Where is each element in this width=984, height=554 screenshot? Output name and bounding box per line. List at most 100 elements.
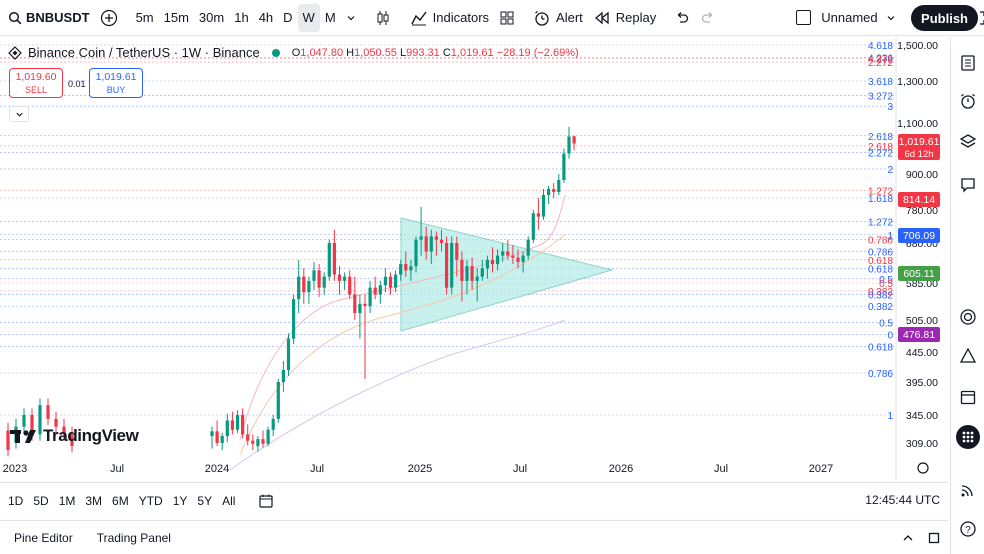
compare-button[interactable] bbox=[95, 4, 123, 32]
price-tag bbox=[898, 327, 940, 342]
buy-label: BUY bbox=[106, 85, 126, 95]
layout-selector[interactable]: Unnamed bbox=[791, 4, 900, 32]
legend-title[interactable]: Binance Coin / TetherUS · 1W · Binance bbox=[28, 45, 260, 60]
candle-body bbox=[332, 243, 336, 275]
candle-body bbox=[30, 415, 34, 435]
tradingview-logo[interactable]: TradingView bbox=[10, 426, 139, 446]
calendar-button[interactable] bbox=[956, 385, 980, 409]
candle-body bbox=[552, 189, 556, 192]
y-tick-label: 1,300.00 bbox=[897, 76, 938, 88]
publish-button[interactable]: Publish bbox=[911, 5, 978, 31]
object-tree-button[interactable] bbox=[956, 130, 980, 154]
close-label: C bbox=[442, 46, 451, 59]
interval-4h[interactable]: 4h bbox=[258, 10, 274, 25]
fib-label: 1 bbox=[887, 411, 893, 422]
price-tag-label: 1,019.61 bbox=[899, 136, 940, 148]
y-tick-label: 780.00 bbox=[906, 205, 938, 217]
interval-15m[interactable]: 15m bbox=[163, 10, 189, 25]
candle-body bbox=[230, 420, 234, 430]
chat-button[interactable] bbox=[956, 173, 980, 197]
chevron-down-icon bbox=[15, 112, 23, 117]
candle-body bbox=[501, 251, 505, 256]
low-value: 993.31 bbox=[406, 46, 440, 59]
interval-dropdown[interactable] bbox=[341, 4, 361, 32]
candle-body bbox=[388, 276, 393, 288]
range-6m[interactable]: 6M bbox=[112, 493, 129, 508]
redo-button[interactable] bbox=[695, 4, 721, 32]
templates-button[interactable] bbox=[494, 4, 520, 32]
y-tick-label: 309.00 bbox=[906, 438, 938, 450]
range-buttons: 1D 5D 1M 3M 6M YTD 1Y 5Y All bbox=[8, 494, 245, 508]
indicators-button[interactable]: Indicators bbox=[405, 4, 494, 32]
high-value: 1,050.55 bbox=[354, 46, 397, 59]
ohlc-values: O1,047.80 H1,050.55 L993.31 C1,019.61 −2… bbox=[292, 47, 579, 59]
range-1m[interactable]: 1M bbox=[58, 493, 76, 508]
symbol-search[interactable]: BNBUSDT bbox=[0, 4, 95, 32]
range-5d[interactable]: 5D bbox=[33, 493, 49, 508]
legend-collapse-button[interactable] bbox=[9, 106, 29, 122]
x-tick-label: Jul bbox=[714, 463, 728, 475]
fib-label: 2 bbox=[887, 165, 893, 176]
interval-w[interactable]: W bbox=[297, 3, 320, 32]
alert-button[interactable]: Alert bbox=[528, 4, 588, 32]
replay-button[interactable]: Replay bbox=[588, 4, 661, 32]
interval-5m[interactable]: 5m bbox=[135, 10, 154, 25]
chevron-up-icon[interactable] bbox=[902, 532, 914, 544]
interval-1h[interactable]: 1h bbox=[234, 10, 249, 25]
range-5y[interactable]: 5Y bbox=[197, 493, 213, 508]
candle-body bbox=[460, 259, 464, 281]
sell-button[interactable]: 1,019.60 SELL bbox=[9, 68, 63, 98]
range-all[interactable]: All bbox=[222, 493, 236, 508]
chat-icon bbox=[961, 178, 975, 193]
trading-panel-tab[interactable]: Trading Panel bbox=[96, 530, 171, 545]
candle-body bbox=[210, 431, 214, 436]
fib-label: 4.236 bbox=[868, 54, 893, 65]
utc-clock[interactable]: 12:45:44 UTC bbox=[865, 493, 940, 507]
dots-grid-icon bbox=[956, 425, 980, 449]
grid-icon bbox=[500, 11, 514, 24]
ideas-button[interactable] bbox=[956, 305, 980, 329]
alarm-clock-icon bbox=[961, 93, 975, 109]
x-tick-label: 2025 bbox=[408, 463, 432, 475]
undo-icon bbox=[677, 11, 689, 23]
fib-label: 1.272 bbox=[868, 187, 893, 198]
candle-body bbox=[312, 270, 316, 281]
range-3m[interactable]: 3M bbox=[85, 493, 103, 508]
candle-body bbox=[455, 243, 459, 260]
apps-button[interactable] bbox=[956, 425, 980, 449]
candle-body bbox=[409, 266, 413, 271]
streams-button[interactable] bbox=[956, 478, 980, 502]
interval-d[interactable]: D bbox=[283, 10, 293, 25]
interval-m[interactable]: M bbox=[324, 10, 336, 25]
chart-area[interactable]: 4.618 4.236 4.272 2.272 3.618 3.272 3 2.618 2.61… bbox=[0, 37, 948, 482]
price-chart[interactable]: 4.6184.2364.2722.2723.6183.27232.6182.61… bbox=[0, 37, 948, 482]
fib-label: 0.382 bbox=[868, 287, 893, 298]
help-button[interactable]: ? bbox=[956, 517, 980, 541]
candle-body bbox=[322, 276, 326, 288]
y-tick-label: 1,500.00 bbox=[897, 40, 938, 52]
candle-body bbox=[54, 418, 58, 427]
candle-body bbox=[445, 243, 449, 288]
date-range-button[interactable] bbox=[253, 487, 279, 515]
range-1d[interactable]: 1D bbox=[8, 493, 24, 508]
x-tick-label: 2026 bbox=[609, 463, 633, 475]
sell-price: 1,019.60 bbox=[15, 71, 57, 83]
candle-body bbox=[256, 439, 260, 447]
fib-label: 3 bbox=[887, 102, 893, 113]
maximize-icon[interactable] bbox=[928, 532, 940, 544]
interval-30m[interactable]: 30m bbox=[198, 10, 225, 25]
buy-button[interactable]: 1,019.61 BUY bbox=[89, 68, 143, 98]
watchlist-button[interactable] bbox=[956, 51, 980, 75]
range-1y[interactable]: 1Y bbox=[172, 493, 188, 508]
fib-label: 0.5 bbox=[879, 319, 893, 330]
candle-body bbox=[562, 153, 566, 180]
candle-body bbox=[419, 236, 423, 240]
y-tick-label: 445.00 bbox=[906, 347, 938, 359]
undo-button[interactable] bbox=[669, 4, 695, 32]
alerts-panel-button[interactable] bbox=[956, 89, 980, 113]
sell-label: SELL bbox=[24, 85, 48, 95]
chart-type-button[interactable] bbox=[369, 4, 397, 32]
pine-editor-tab[interactable]: Pine Editor bbox=[14, 530, 73, 545]
pine-button[interactable] bbox=[956, 344, 980, 368]
range-ytd[interactable]: YTD bbox=[138, 493, 163, 508]
